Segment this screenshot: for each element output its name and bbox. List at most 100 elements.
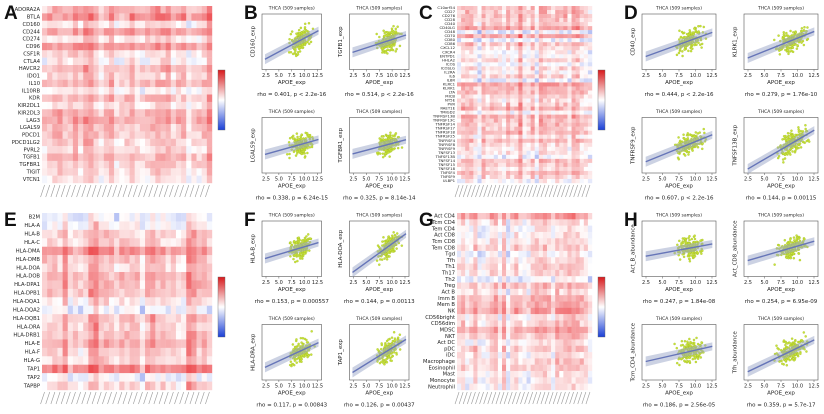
scatter-point xyxy=(697,41,700,44)
heatmap-cell xyxy=(563,46,568,51)
heatmap-cell xyxy=(119,255,125,264)
row-label: HLA-DMB xyxy=(16,257,41,263)
heatmap-cell xyxy=(186,13,192,21)
heatmap-cell xyxy=(575,110,580,115)
heatmap-cell xyxy=(526,138,531,143)
heatmap-cell xyxy=(530,66,535,71)
heatmap-cell xyxy=(555,118,560,123)
heatmap-cell xyxy=(67,50,74,58)
heatmap-cell xyxy=(103,288,110,298)
heatmap-cell xyxy=(191,246,197,256)
heatmap-cell xyxy=(98,356,105,365)
heatmap-cell xyxy=(103,305,110,315)
heatmap-cell xyxy=(497,38,503,43)
heatmap-cell xyxy=(567,14,572,19)
heatmap-cell xyxy=(67,297,74,306)
heatmap-cell xyxy=(538,54,544,59)
heatmap-cell xyxy=(579,150,585,156)
heatmap-cell xyxy=(502,34,507,39)
heatmap-cell xyxy=(575,50,580,55)
heatmap-cell xyxy=(108,339,115,349)
heatmap-cell xyxy=(160,331,166,340)
heatmap-cell xyxy=(465,14,470,19)
heatmap-cell xyxy=(181,131,187,139)
heatmap-cell xyxy=(181,94,187,103)
heatmap-cell xyxy=(559,54,564,59)
heatmap-cell xyxy=(575,42,580,47)
heatmap-cell xyxy=(67,288,74,298)
heatmap-cell xyxy=(575,146,580,152)
scatter-point xyxy=(697,25,700,28)
heatmap-cell xyxy=(485,174,490,180)
heatmap-cell xyxy=(165,87,171,95)
heatmap-cell xyxy=(522,14,527,19)
heatmap-cell xyxy=(52,72,58,80)
heatmap-cell xyxy=(575,134,580,139)
heatmap-cell xyxy=(57,57,63,66)
heatmap-cell xyxy=(547,162,552,168)
heatmap-cell xyxy=(191,314,197,323)
heatmap-cell xyxy=(514,34,519,39)
heatmap-cell xyxy=(534,54,540,59)
heatmap-cell xyxy=(160,263,166,273)
heatmap-cell xyxy=(530,70,535,75)
heatmap-cell xyxy=(526,126,531,131)
heatmap-cell xyxy=(493,142,499,147)
heatmap-cell xyxy=(485,74,490,79)
heatmap-cell xyxy=(469,166,474,172)
heatmap-cell xyxy=(563,98,568,103)
heatmap-cell xyxy=(191,79,197,88)
heatmap-cell xyxy=(145,101,151,110)
heatmap-cell xyxy=(563,150,568,156)
heatmap-cell xyxy=(526,150,531,156)
heatmap-cell xyxy=(587,150,593,156)
heatmap-cell xyxy=(175,124,182,132)
heatmap-cell xyxy=(145,263,151,273)
heatmap-cell xyxy=(542,6,548,11)
heatmap-cell xyxy=(170,146,177,154)
heatmap-cell xyxy=(542,142,548,147)
scatter-point xyxy=(296,50,300,54)
heatmap-cell xyxy=(72,238,79,247)
heatmap-cell xyxy=(538,98,544,103)
x-tick-label: 7.5 xyxy=(375,177,383,183)
heatmap-cell xyxy=(461,18,466,23)
heatmap-cell xyxy=(72,381,79,391)
scatter-point xyxy=(300,148,304,151)
row-label: HLA-B xyxy=(24,232,40,238)
heatmap-cell xyxy=(191,57,197,66)
heatmap-cell xyxy=(473,110,478,115)
column-tick xyxy=(585,184,591,198)
scatter-point xyxy=(789,132,792,135)
column-tick xyxy=(507,184,513,198)
heatmap-cell xyxy=(119,57,125,66)
heatmap-cell xyxy=(62,238,68,247)
scatter-point xyxy=(394,132,398,135)
heatmap-cell xyxy=(530,22,535,27)
heatmap-cell xyxy=(473,54,478,59)
heatmap-cell xyxy=(160,238,166,247)
heatmap-cell xyxy=(196,101,202,110)
column-tick xyxy=(133,184,138,198)
heatmap-cell xyxy=(493,154,499,160)
x-tick-label: 12.5 xyxy=(312,280,323,286)
heatmap-cell xyxy=(72,20,79,29)
scatter-point xyxy=(692,135,696,138)
heatmap-cell xyxy=(124,28,130,36)
scatter-point xyxy=(392,24,395,28)
heatmap-cell xyxy=(559,90,564,95)
heatmap-cell xyxy=(103,221,110,231)
heatmap-cell xyxy=(477,58,482,63)
heatmap-cell xyxy=(196,322,202,332)
heatmap-cell xyxy=(473,126,478,131)
scatter-point xyxy=(681,54,684,58)
scatter-point xyxy=(291,137,295,140)
scatter-point xyxy=(303,156,307,159)
heatmap-cell xyxy=(559,30,564,35)
heatmap-cell xyxy=(78,160,84,169)
heatmap-cell xyxy=(175,305,182,315)
heatmap-cell xyxy=(579,142,585,147)
heatmap-cell xyxy=(114,94,120,103)
heatmap-cell xyxy=(457,146,462,152)
heatmap-cell xyxy=(196,124,202,132)
